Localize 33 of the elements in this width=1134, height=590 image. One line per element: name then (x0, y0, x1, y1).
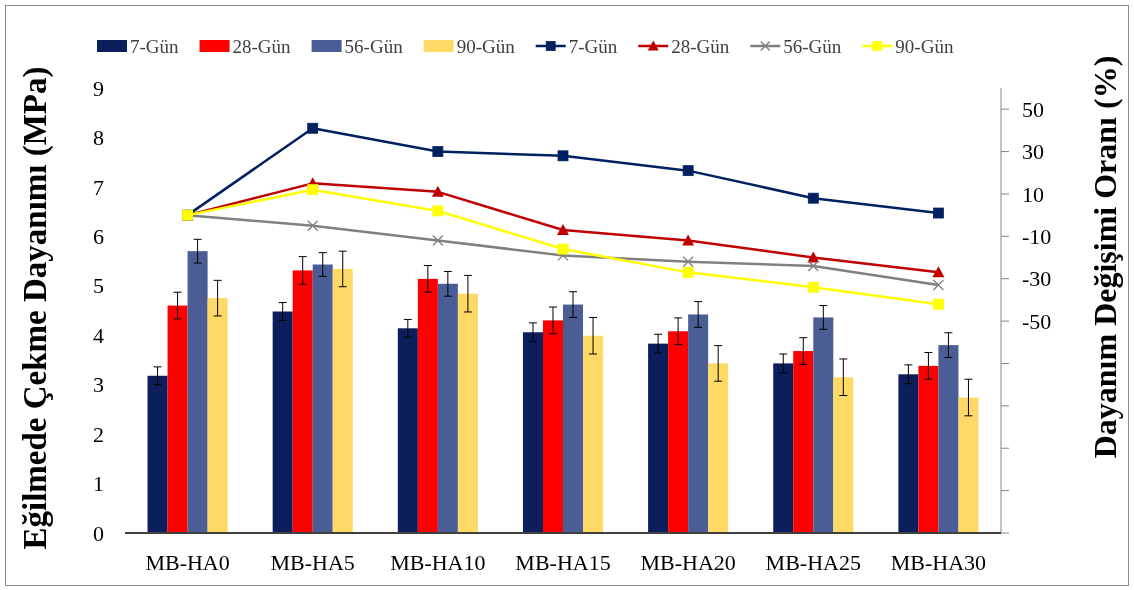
y-tick-label: 3 (93, 372, 104, 398)
y-tick-label: 6 (93, 224, 104, 250)
y-tick-label: 5 (93, 273, 104, 299)
y2-tick-label: -30 (1022, 266, 1052, 292)
y-tick-label: 9 (93, 75, 104, 101)
x-tick-label: MB-HA20 (640, 549, 736, 575)
y2-axis-title: Dayanım Değişimi Oranı (%) (1087, 55, 1124, 459)
y-tick-label: 0 (93, 520, 104, 546)
y2-tick-label: 10 (1022, 181, 1044, 207)
x-tick-label: MB-HA10 (390, 549, 486, 575)
y2-tick-label: -50 (1022, 308, 1052, 334)
x-tick-label: MB-HA25 (765, 549, 861, 575)
x-tick-label: MB-HA15 (515, 549, 611, 575)
y-tick-label: 1 (93, 471, 104, 497)
x-tick-label: MB-HA0 (145, 549, 230, 575)
y2-tick-label: -10 (1022, 224, 1052, 250)
y-tick-label: 8 (93, 125, 104, 151)
legend-label: 90-Gün (456, 35, 516, 57)
legend-label: 28-Gün (671, 35, 730, 57)
legend-label: 90-Gün (895, 35, 954, 57)
y2-tick-label: 30 (1022, 139, 1044, 165)
y-tick-label: 4 (93, 322, 104, 348)
x-tick-label: MB-HA5 (270, 549, 355, 575)
y-tick-label: 2 (93, 421, 104, 447)
legend-label: 7-Gün (130, 35, 180, 57)
legend-label: 56-Gün (344, 35, 404, 57)
y2-tick-label: 50 (1022, 96, 1044, 122)
x-tick-label: MB-HA30 (890, 549, 987, 575)
y-tick-label: 7 (93, 174, 104, 200)
legend-label: 28-Gün (232, 35, 292, 57)
y-axis-title: Eğilmede Çekme Dayanımı (MPa) (16, 66, 54, 550)
legend-label: 7-Gün (568, 35, 618, 57)
legend-label: 56-Gün (783, 35, 842, 57)
